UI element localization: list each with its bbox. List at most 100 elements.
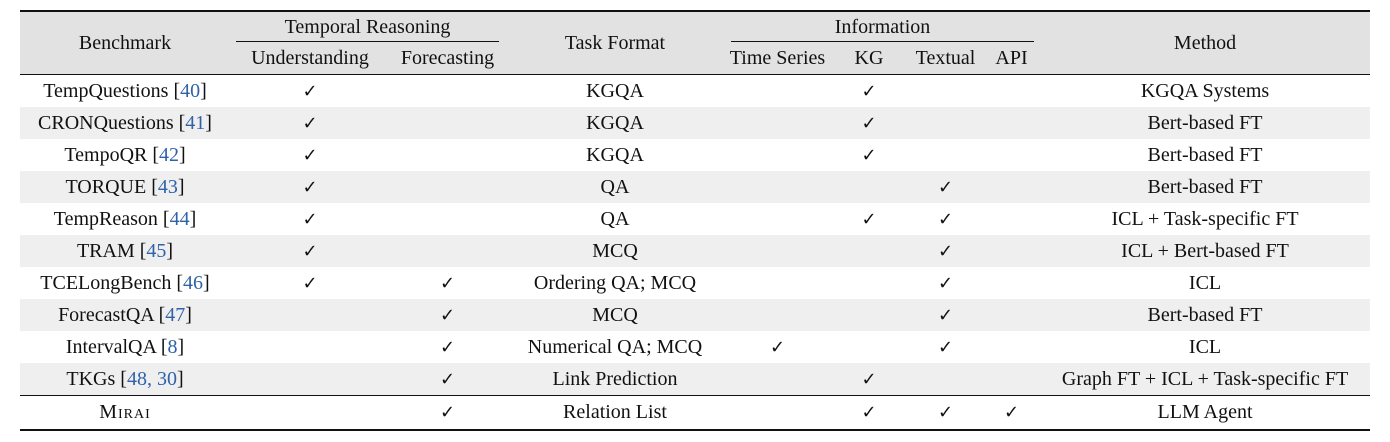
understanding-cell: ✓ (302, 208, 318, 230)
understanding-cell: ✓ (302, 272, 318, 294)
task-format-cell: Numerical QA; MCQ (527, 335, 703, 358)
benchmark-label: CRONQuestions [ (38, 111, 186, 134)
time-series-cell (725, 107, 830, 139)
header-textual: Textual (908, 42, 983, 75)
method-cell: Bert-based FT (1040, 171, 1371, 203)
table-row: ForecastQA [47] ✓ MCQ ✓ Bert-based FT (20, 299, 1371, 331)
citation-bracket: ] (177, 335, 185, 358)
citation-ref[interactable]: 45 (146, 239, 167, 262)
header-temporal-reasoning: Temporal Reasoning (230, 11, 505, 42)
header-time-series: Time Series (725, 42, 830, 75)
benchmark-label: TCELongBench [ (40, 271, 184, 294)
citation-bracket: ] (177, 175, 185, 198)
header-understanding: Understanding (230, 42, 390, 75)
header-api: API (983, 42, 1041, 75)
mirai-name: Mirai (99, 401, 151, 423)
benchmark-name: CRONQuestions [41] (20, 107, 230, 139)
api-cell (983, 299, 1041, 331)
time-series-cell: ✓ (769, 336, 786, 358)
citation-ref[interactable]: 48, 30 (126, 367, 177, 390)
header-row-2: Understanding Forecasting Time Series KG… (20, 42, 1371, 75)
kg-cell (830, 267, 908, 299)
time-series-cell (725, 299, 830, 331)
understanding-cell (230, 396, 390, 431)
citation-ref[interactable]: 43 (157, 175, 178, 198)
citation-ref[interactable]: 44 (169, 207, 190, 230)
time-series-cell (725, 235, 830, 267)
benchmark-label: TempReason [ (53, 207, 170, 230)
benchmark-name: TORQUE [43] (20, 171, 230, 203)
forecasting-cell (390, 75, 505, 108)
benchmark-name: TempQuestions [40] (20, 75, 230, 108)
time-series-cell (725, 363, 830, 396)
citation-bracket: ] (166, 239, 174, 262)
kg-cell (830, 235, 908, 267)
citation-ref[interactable]: 40 (180, 79, 201, 102)
citation-bracket: ] (205, 111, 212, 134)
forecasting-cell: ✓ (439, 402, 456, 423)
header-task-format: Task Format (505, 11, 725, 75)
forecasting-cell: ✓ (390, 299, 505, 331)
table-row: TRAM [45] ✓ MCQ ✓ ICL + Bert-based FT (20, 235, 1371, 267)
benchmark-name: TempReason [44] (20, 203, 230, 235)
citation-ref[interactable]: 47 (165, 303, 186, 326)
time-series-cell (725, 139, 830, 171)
understanding-cell: ✓ (230, 171, 390, 203)
forecasting-cell (390, 171, 505, 203)
understanding-cell: ✓ (230, 235, 390, 267)
time-series-cell (725, 267, 830, 299)
task-format-cell: KGQA (586, 79, 644, 102)
method-cell: Graph FT + ICL + Task-specific FT (1040, 363, 1371, 396)
task-format-cell: QA (600, 207, 630, 230)
forecasting-cell (390, 235, 505, 267)
task-format-cell: Relation List (563, 401, 667, 423)
benchmark-name: TempoQR [42] (20, 139, 230, 171)
table-row: TempQuestions [40] ✓ KGQA ✓ KGQA Systems (20, 75, 1370, 108)
task-format-cell: MCQ (505, 299, 725, 331)
api-cell (983, 267, 1040, 299)
task-format-cell: KGQA (586, 143, 644, 166)
forecasting-cell: ✓ (439, 272, 456, 294)
textual-cell (908, 363, 983, 396)
time-series-cell (725, 396, 830, 431)
benchmark-label: TRAM [ (76, 239, 147, 262)
task-format-cell: QA (505, 171, 725, 203)
benchmark-label: TKGs [ (66, 367, 127, 390)
benchmark-label: TempQuestions [ (43, 79, 181, 102)
header-temporal-reasoning-label: Temporal Reasoning (236, 13, 499, 42)
citation-bracket: ] (189, 207, 197, 230)
api-cell (983, 171, 1041, 203)
kg-cell: ✓ (861, 80, 877, 102)
benchmark-name: IntervalQA [8] (20, 331, 230, 363)
kg-cell: ✓ (830, 107, 908, 139)
header-forecasting: Forecasting (390, 42, 505, 75)
citation-ref[interactable]: 42 (159, 143, 180, 166)
kg-cell (830, 299, 908, 331)
header-benchmark: Benchmark (20, 11, 230, 75)
table-row: TempReason [44] ✓ QA ✓ ✓ ICL + Task-specific … (20, 203, 1370, 235)
benchmark-comparison-table: Benchmark Temporal Reasoning Task Format… (20, 10, 1371, 431)
table-body: TempQuestions [40] ✓ KGQA ✓ KGQA Systems CRON… (20, 75, 1371, 431)
method-cell: LLM Agent (1157, 401, 1253, 423)
method-cell: ICL (1188, 271, 1222, 294)
header-information: Information (725, 11, 1041, 42)
textual-cell (908, 75, 983, 108)
forecasting-cell (390, 107, 505, 139)
citation-ref[interactable]: 41 (185, 111, 206, 134)
citation-bracket: ] (203, 271, 210, 294)
textual-cell: ✓ (908, 299, 983, 331)
citation-ref[interactable]: 8 (167, 335, 178, 358)
api-cell (983, 139, 1040, 171)
textual-cell: ✓ (937, 402, 954, 423)
benchmark-name: TKGs [48, 30] (20, 363, 230, 396)
benchmark-name: TRAM [45] (20, 235, 230, 267)
api-cell (983, 331, 1040, 363)
time-series-cell (725, 171, 830, 203)
time-series-cell (725, 203, 830, 235)
citation-ref[interactable]: 46 (183, 271, 204, 294)
header-kg: KG (830, 42, 908, 75)
textual-cell (908, 139, 983, 171)
method-cell: ICL + Task-specific FT (1111, 207, 1299, 230)
citation-bracket: ] (185, 303, 192, 326)
understanding-cell (230, 299, 390, 331)
